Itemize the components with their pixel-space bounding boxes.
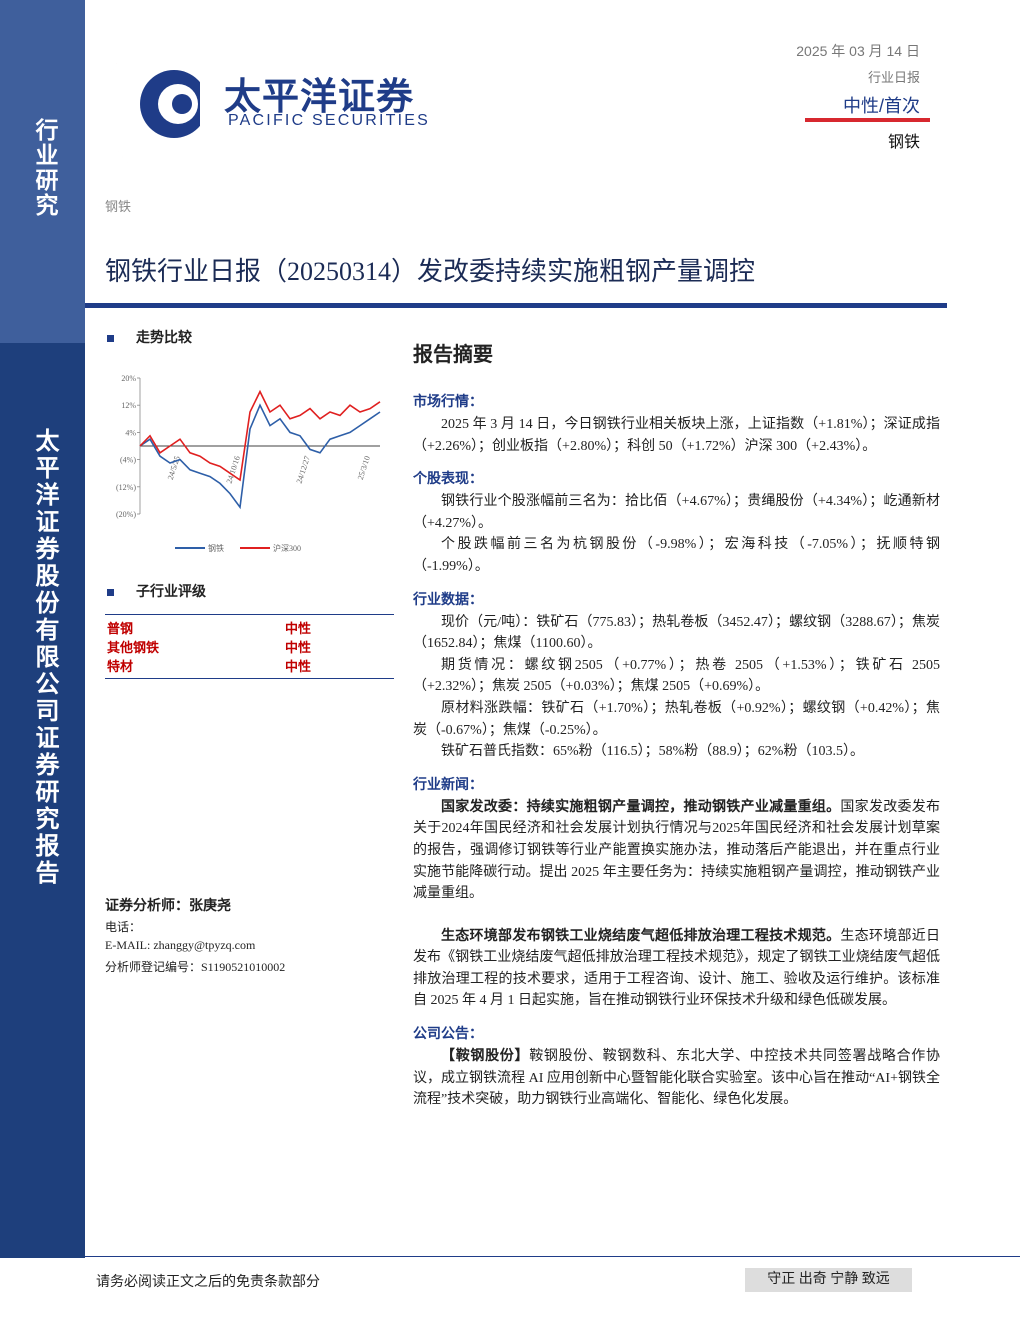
y-tick-label: 4% — [125, 428, 136, 437]
rating-cell: 中性 — [285, 659, 312, 674]
industry-cell: 特材 — [107, 659, 134, 674]
section-title: 行业数据： — [413, 592, 483, 608]
summary-heading: 报告摘要 — [413, 344, 493, 366]
industry: 钢铁 — [887, 134, 920, 151]
logo-en: PACIFIC SECURITIES — [228, 112, 430, 129]
paragraph-text: 期货情况：螺纹钢2505（+0.77%）；热卷 2505（+1.53%）；铁矿石… — [413, 657, 940, 695]
logo-cn: 太平洋证券 — [224, 76, 414, 117]
paragraph-text: 2025 年 3 月 14 日，今日钢铁行业相关板块上涨，上证指数（+1.81%… — [413, 417, 940, 454]
analyst-registration: 分析师登记编号：S1190521010002 — [105, 960, 286, 974]
trend-heading-text: 走势比较 — [136, 331, 192, 346]
footer-disclaimer: 请务必阅读正文之后的免责条款部分 — [96, 1275, 320, 1290]
y-tick-label: 20% — [121, 374, 136, 383]
sidebar-bottom — [0, 343, 85, 1258]
analyst-phone: 电话： — [105, 920, 142, 934]
y-tick-label: (4%) — [120, 456, 136, 465]
analyst-name: 证券分析师：张庚尧 — [105, 899, 231, 914]
industry-cell: 其他钢铁 — [107, 640, 160, 655]
paragraph: 【鞍钢股份】鞍钢股份、鞍钢数科、东北大学、中控技术共同签署战略合作协议，成立钢铁… — [413, 1046, 940, 1111]
section-title: 公司公告： — [413, 1027, 483, 1043]
paragraph: 国家发改委：持续实施粗钢产量调控，推动钢铁产业减量重组。国家发改委发布关于202… — [413, 797, 940, 905]
series-line — [139, 403, 381, 510]
x-tick-label: 24/12/27 — [295, 455, 312, 485]
paragraph-lead: 生态环境部发布钢铁工业烧结废气超低排放治理工程技术规范。 — [441, 928, 841, 944]
sub-rating-heading: 子行业评级 — [107, 581, 206, 601]
paragraph: 个股跌幅前三名为杭钢股份（-9.98%）；宏海科技（-7.05%）；抚顺特钢（-… — [413, 534, 940, 577]
sub-rating-row: 普钢 中性 — [107, 619, 394, 638]
x-tick-label: 24/5/25 — [166, 455, 182, 481]
sidebar-top — [0, 0, 85, 343]
rating: 中性/首次 — [842, 96, 920, 116]
sidebar-company: 太平洋证券股份有限公司证券研究报告 — [31, 428, 58, 887]
paragraph: 铁矿石普氏指数：65%粉（116.5）；58%粉（88.9）；62%粉（103.… — [413, 741, 940, 763]
trend-heading: 走势比较 — [107, 327, 192, 347]
series-line — [139, 389, 381, 482]
paragraph-text: 生态环境部近日发布《钢铁工业烧结废气超低排放治理工程技术规范》，规定了钢铁工业烧… — [413, 928, 941, 1009]
section-title: 市场行情： — [413, 395, 483, 410]
report-type: 行业日报 — [867, 70, 920, 85]
summary-body: 市场行情： 2025 年 3 月 14 日，今日钢铁行业相关板块上涨，上证指数（+… — [413, 380, 940, 1111]
title-rule — [85, 303, 947, 308]
paragraph-text: 国家发改委发布关于2024年国民经济和社会发展计划执行情况与2025年国民经济和… — [413, 799, 941, 902]
breadcrumb: 钢铁 — [105, 199, 132, 214]
y-tick-label: (12%) — [116, 483, 136, 492]
paragraph-text: 现价（元/吨）：铁矿石（775.83）；热轧卷板（3452.47）；螺纹钢（32… — [413, 614, 940, 652]
paragraph-text: 鞍钢股份、鞍钢数科、东北大学、中控技术共同签署战略合作协议，成立钢铁流程 AI … — [413, 1049, 941, 1108]
industry-cell: 普钢 — [107, 621, 134, 636]
legend-label: 钢铁 — [208, 543, 224, 553]
paragraph: 钢铁行业个股涨幅前三名为：拾比佰（+4.67%）；贵绳股份（+4.34%）；屹通… — [413, 491, 940, 534]
date: 2025 年 03 月 14 日 — [796, 43, 920, 59]
footer-rule — [85, 1256, 1020, 1257]
report-title: 钢铁行业日报（20250314）发改委持续实施粗钢产量调控 — [105, 257, 756, 286]
paragraph-text: 原材料涨跌幅：铁矿石（+1.70%）；热轧卷板（+0.92%）；螺纹钢（+0.4… — [413, 700, 940, 738]
section-title: 个股表现： — [413, 472, 483, 488]
paragraph-text: 钢铁行业个股涨幅前三名为：拾比佰（+4.67%）；贵绳股份（+4.34%）；屹通… — [413, 494, 940, 531]
rating-cell: 中性 — [285, 640, 312, 655]
paragraph-text: 个股跌幅前三名为杭钢股份（-9.98%）；宏海科技（-7.05%）；抚顺特钢（-… — [413, 537, 940, 574]
logo-mark — [104, 26, 200, 186]
y-tick-label: 12% — [121, 401, 136, 410]
paragraph: 现价（元/吨）：铁矿石（775.83）；热轧卷板（3452.47）；螺纹钢（32… — [413, 612, 940, 655]
rating-cell: 中性 — [285, 621, 312, 636]
paragraph: 生态环境部发布钢铁工业烧结废气超低排放治理工程技术规范。生态环境部近日发布《钢铁… — [413, 926, 940, 1012]
sub-rating-row: 其他钢铁 中性 — [107, 638, 394, 657]
paragraph-lead: 【鞍钢股份】 — [441, 1049, 530, 1065]
sub-rating-table: 普钢 中性 其他钢铁 中性 特材 中性 — [105, 614, 394, 679]
paragraph: 原材料涨跌幅：铁矿石（+1.70%）；热轧卷板（+0.92%）；螺纹钢（+0.4… — [413, 698, 940, 741]
trend-chart: (20%)(12%)(4%)4%12%20%24/5/25 24/10/16 24/… — [116, 374, 381, 553]
x-tick-label: 25/3/10 — [356, 455, 372, 481]
legend-label: 沪深300 — [273, 543, 301, 553]
rating-rule — [805, 118, 930, 122]
y-tick-label: (20%) — [116, 510, 136, 519]
paragraph-lead: 国家发改委：持续实施粗钢产量调控，推动钢铁产业减量重组。 — [441, 799, 841, 815]
paragraph-text: 铁矿石普氏指数：65%粉（116.5）；58%粉（88.9）；62%粉（103.… — [441, 744, 864, 760]
section-title: 行业新闻： — [413, 777, 483, 793]
paragraph: 期货情况：螺纹钢2505（+0.77%）；热卷 2505（+1.53%）；铁矿石… — [413, 655, 940, 698]
paragraph: 2025 年 3 月 14 日，今日钢铁行业相关板块上涨，上证指数（+1.81%… — [413, 414, 940, 457]
sidebar-category: 行业研究 — [32, 118, 58, 218]
footer-motto: 守正 出奇 宁静 致远 — [745, 1268, 912, 1292]
sub-rating-heading-text: 子行业评级 — [136, 585, 206, 600]
analyst-email: E-MAIL: zhanggy@tpyzq.com — [105, 938, 256, 952]
sub-rating-row: 特材 中性 — [107, 657, 394, 676]
